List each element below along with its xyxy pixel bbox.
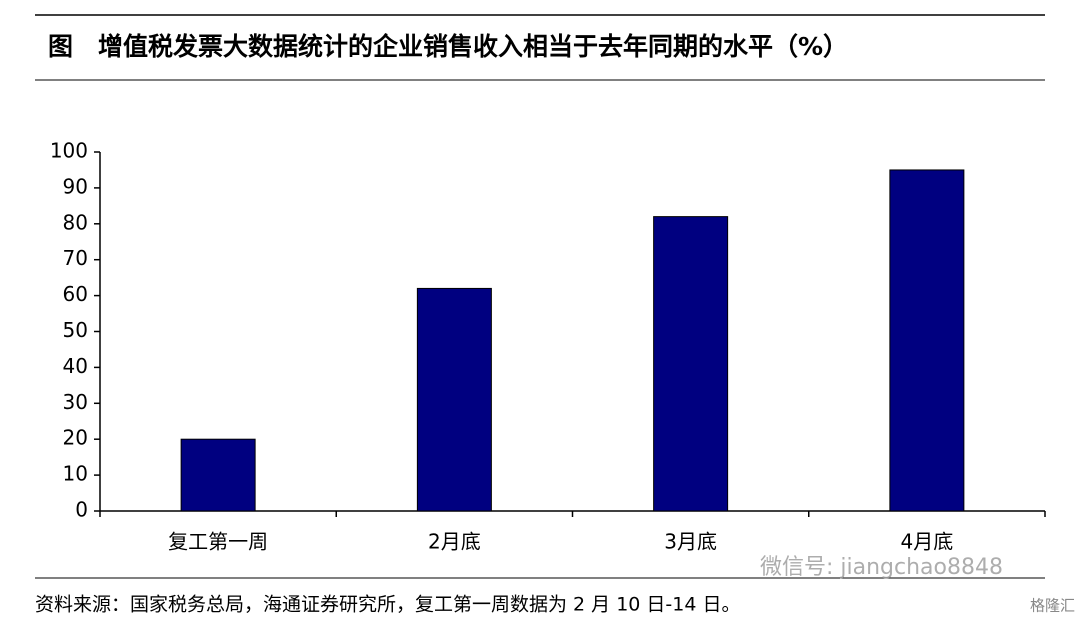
bar	[653, 216, 729, 512]
bar	[180, 438, 256, 512]
y-tick-label: 70	[63, 246, 88, 270]
y-tick-label: 90	[63, 174, 88, 198]
bar	[889, 169, 965, 512]
y-tick-label: 0	[75, 498, 88, 522]
y-tick-label: 50	[63, 318, 88, 342]
x-tick-label: 复工第一周	[168, 530, 268, 554]
x-tick-label: 3月底	[664, 530, 717, 554]
x-tick-label: 2月底	[428, 530, 481, 554]
y-tick-label: 10	[63, 462, 88, 486]
y-tick-label: 100	[50, 139, 88, 163]
y-tick-label: 30	[63, 390, 88, 414]
x-tick-label: 4月底	[901, 530, 954, 554]
source: 资料来源：国家税务总局，海通证券研究所，复工第一周数据为 2 月 10 日-14…	[35, 594, 741, 616]
y-tick-label: 80	[63, 210, 88, 234]
chart-title: 图 增值税发票大数据统计的企业销售收入相当于去年同期的水平（%）	[48, 32, 848, 61]
y-tick-label: 60	[63, 282, 88, 306]
y-tick-label: 40	[63, 354, 88, 378]
watermark-logo: 格隆汇	[1030, 597, 1075, 615]
bar	[416, 287, 492, 512]
y-tick-label: 20	[63, 426, 88, 450]
watermark: 微信号: jiangchao8848	[760, 555, 1003, 580]
